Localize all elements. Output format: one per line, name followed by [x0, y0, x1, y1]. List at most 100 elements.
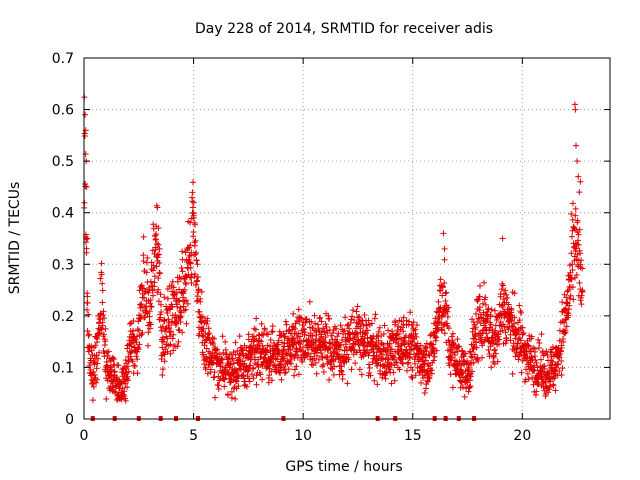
data-point — [380, 331, 387, 338]
plot-frame — [83, 57, 611, 420]
data-point — [140, 233, 147, 240]
data-point — [301, 326, 308, 333]
data-point — [83, 245, 90, 252]
data-point — [98, 271, 105, 278]
data-point — [466, 364, 473, 371]
data-point — [125, 368, 132, 375]
data-point — [393, 359, 400, 366]
data-point — [558, 371, 565, 378]
data-point — [159, 371, 166, 378]
data-point — [90, 368, 97, 375]
data-point — [388, 380, 395, 387]
data-point — [492, 332, 499, 339]
data-point — [550, 382, 557, 389]
data-point — [441, 279, 448, 286]
data-point — [442, 290, 449, 297]
data-point — [525, 376, 532, 383]
data-point — [400, 328, 407, 335]
data-point — [320, 361, 327, 368]
data-point — [186, 244, 193, 251]
data-point — [125, 377, 132, 384]
data-point — [576, 247, 583, 254]
data-point — [479, 342, 486, 349]
data-point — [203, 345, 210, 352]
data-point — [458, 362, 465, 369]
data-point — [418, 379, 425, 386]
data-point — [161, 358, 168, 365]
data-point — [156, 259, 163, 266]
data-point — [255, 364, 262, 371]
data-point — [161, 317, 168, 324]
data-point — [93, 365, 100, 372]
data-point — [410, 319, 417, 326]
data-point — [449, 384, 456, 391]
data-point — [351, 316, 358, 323]
data-point — [245, 367, 252, 374]
data-point — [384, 349, 391, 356]
data-point — [240, 347, 247, 354]
data-point — [83, 306, 90, 313]
data-point — [292, 320, 299, 327]
data-point — [295, 306, 302, 313]
data-point — [122, 380, 129, 387]
data-point — [291, 372, 298, 379]
data-point — [229, 356, 236, 363]
data-point — [103, 396, 110, 403]
data-point — [164, 295, 171, 302]
data-point — [514, 340, 521, 347]
data-point — [474, 319, 481, 326]
data-point — [108, 366, 115, 373]
data-point — [281, 340, 288, 347]
data-point — [152, 246, 159, 253]
data-point — [354, 330, 361, 337]
data-point — [466, 348, 473, 355]
data-point — [320, 325, 327, 332]
data-point — [532, 357, 539, 364]
data-point — [278, 376, 285, 383]
data-point — [259, 342, 266, 349]
data-point — [418, 347, 425, 354]
data-point — [556, 367, 563, 374]
data-point — [336, 346, 343, 353]
data-point — [367, 372, 374, 379]
data-point — [338, 341, 345, 348]
data-point — [259, 376, 266, 383]
data-point — [490, 354, 497, 361]
data-point — [294, 352, 301, 359]
data-point — [357, 325, 364, 332]
data-point — [156, 245, 163, 252]
data-point — [450, 340, 457, 347]
data-point — [530, 381, 537, 388]
data-point — [122, 397, 129, 404]
data-point — [559, 365, 566, 372]
data-point — [418, 364, 425, 371]
data-point — [395, 330, 402, 337]
data-point — [345, 356, 352, 363]
data-point — [437, 287, 444, 294]
data-point — [399, 359, 406, 366]
data-point — [276, 328, 283, 335]
data-point — [406, 318, 413, 325]
data-point — [200, 325, 207, 332]
data-point — [409, 374, 416, 381]
data-point — [291, 366, 298, 373]
data-point — [307, 356, 314, 363]
data-point — [499, 303, 506, 310]
data-point — [467, 383, 474, 390]
data-point — [170, 284, 177, 291]
data-point — [246, 378, 253, 385]
data-point — [179, 248, 186, 255]
data-point — [146, 308, 153, 315]
data-point — [369, 359, 376, 366]
data-point — [373, 349, 380, 356]
data-point — [140, 285, 147, 292]
data-point — [395, 323, 402, 330]
data-point — [324, 330, 331, 337]
data-point — [306, 298, 313, 305]
data-point — [572, 205, 579, 212]
y-axis-label: SRMTID / TECUs — [7, 182, 23, 295]
data-point — [511, 314, 518, 321]
data-point — [102, 338, 109, 345]
data-point — [374, 362, 381, 369]
data-point — [275, 337, 282, 344]
